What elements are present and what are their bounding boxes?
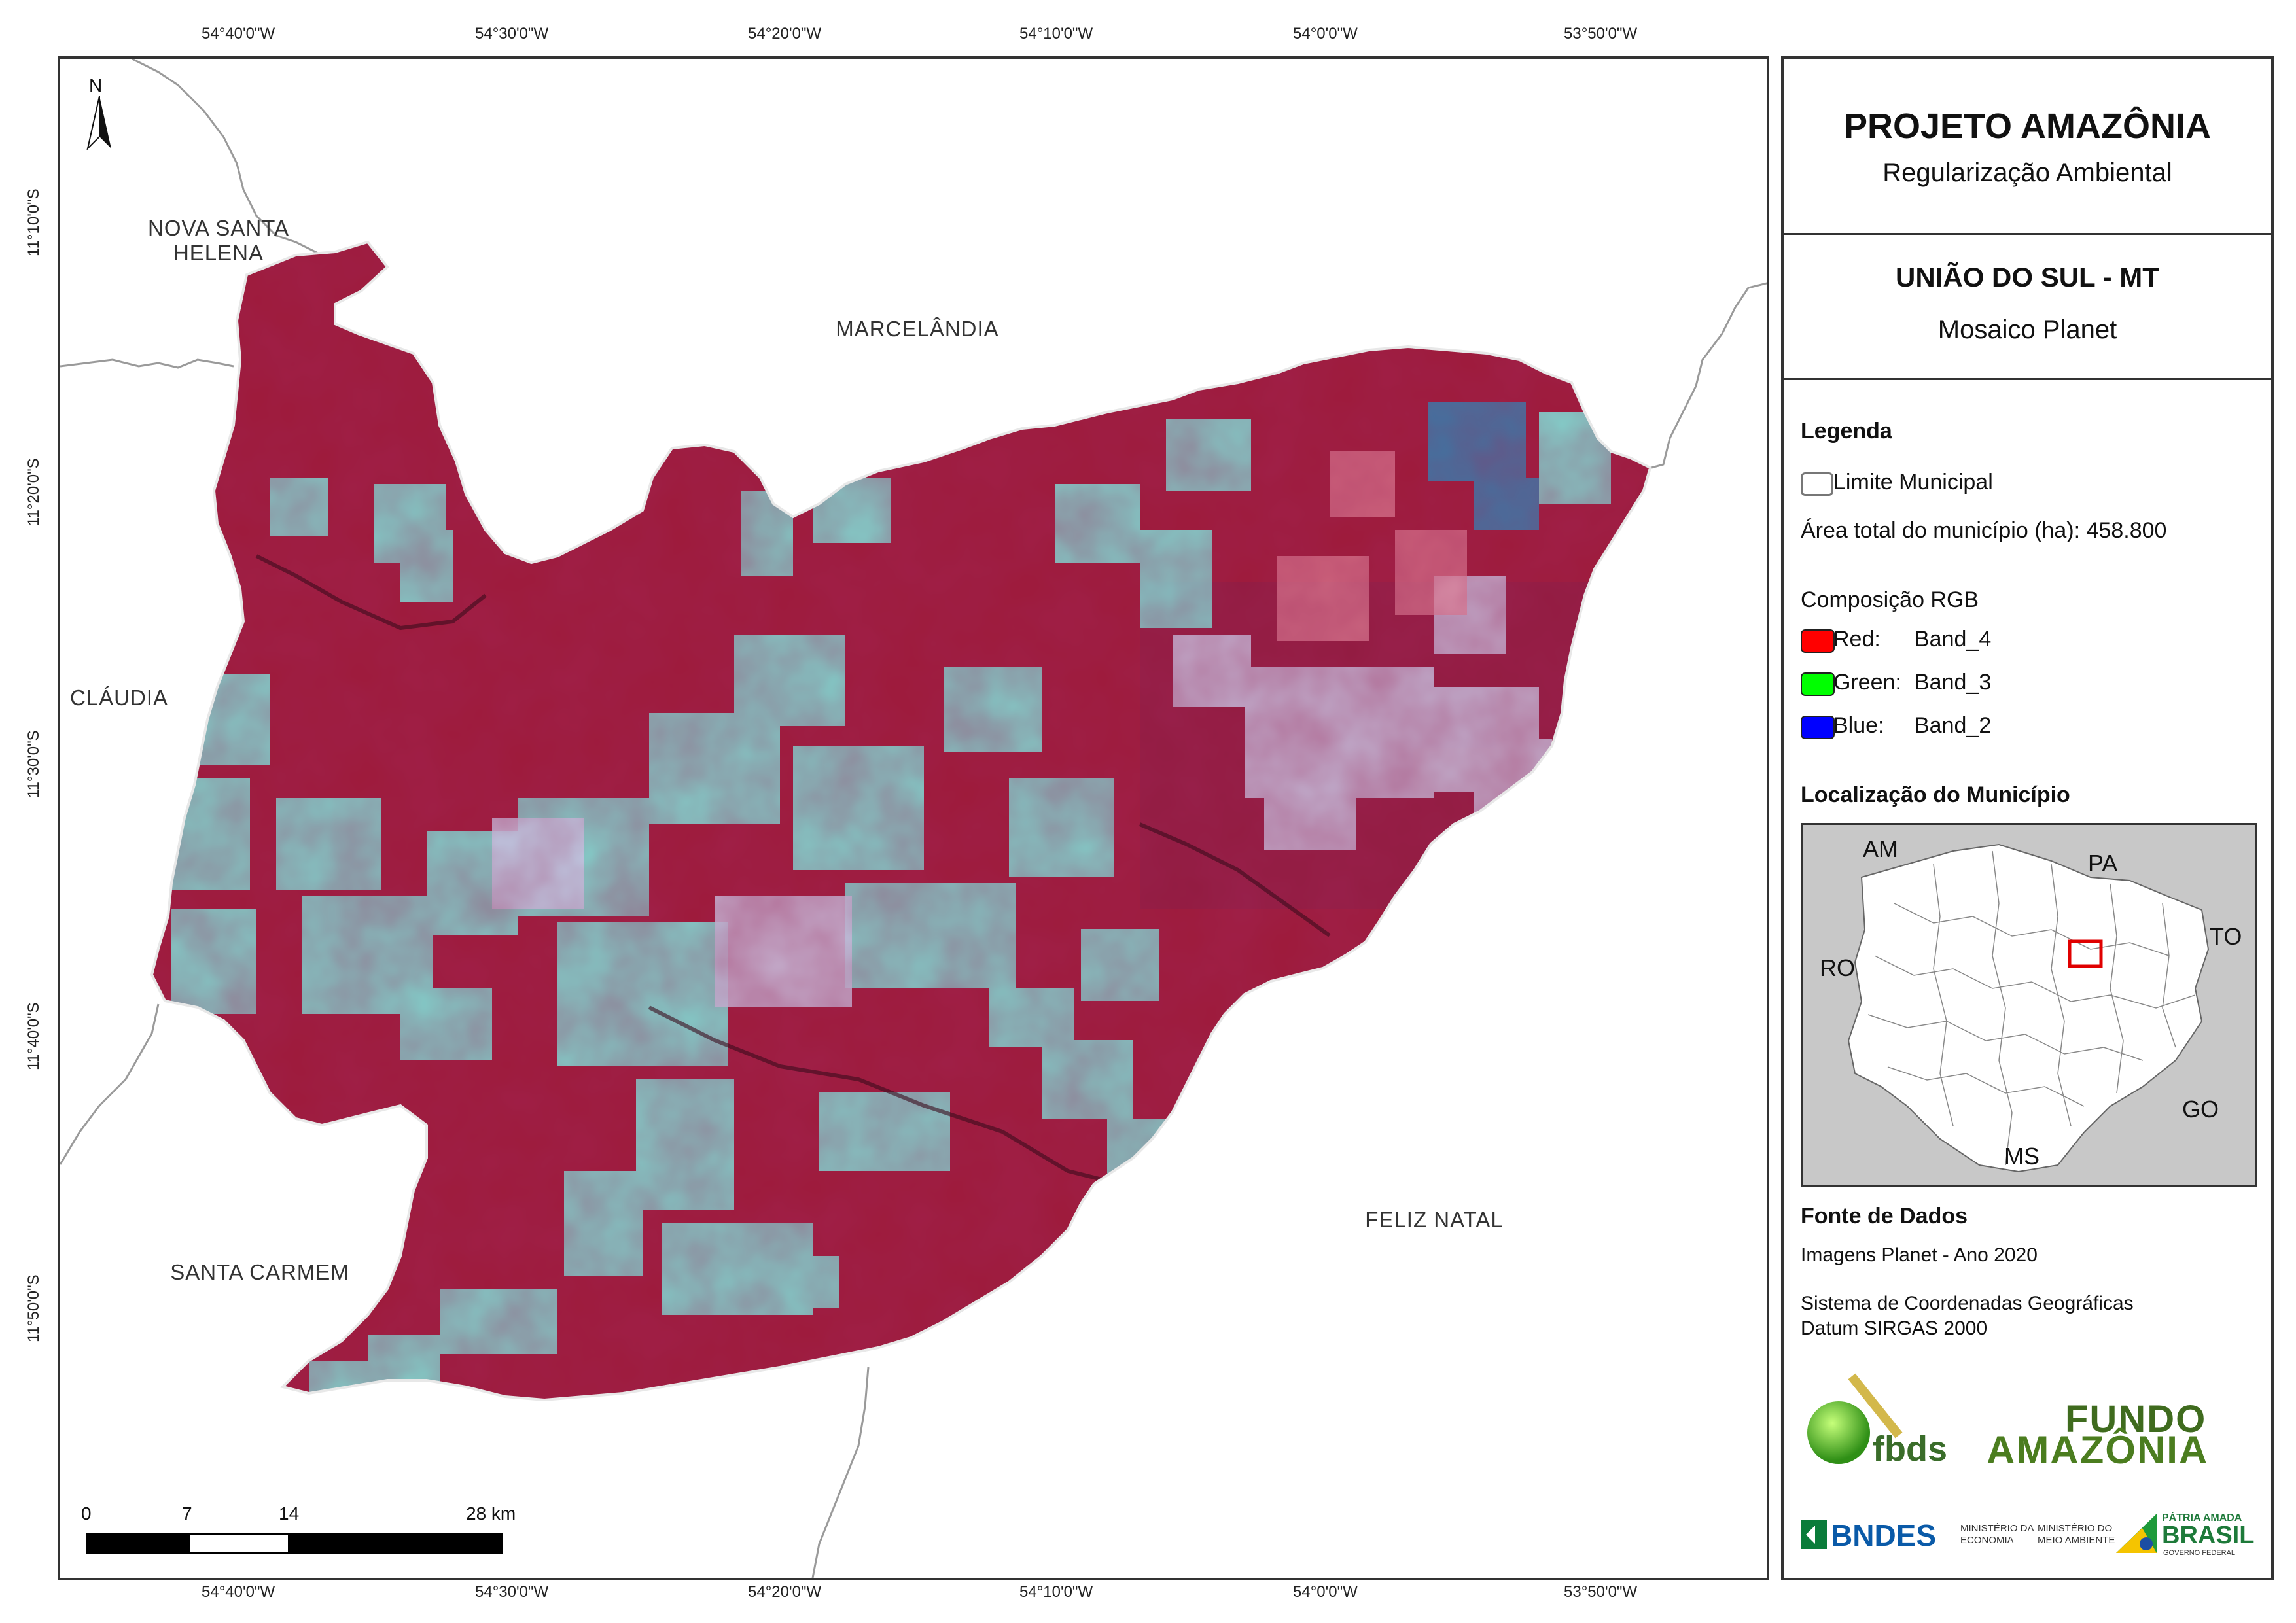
label-nova-santa-helena: NOVA SANTA HELENA	[148, 216, 289, 265]
scale-label-0: 0	[81, 1503, 92, 1524]
lon-label-top: 54°30'0"W	[475, 25, 549, 43]
satellite-map	[60, 59, 1767, 1578]
inset-label-go: GO	[2182, 1096, 2219, 1123]
lat-label-left: 11°50'0"S	[25, 1274, 43, 1342]
red-swatch	[1801, 629, 1835, 653]
lon-label-top: 54°40'0"W	[202, 25, 275, 43]
lat-label-left: 11°40'0"S	[25, 1002, 43, 1070]
label-marcelandia: MARCELÂNDIA	[836, 317, 999, 341]
scale-label-14: 14	[279, 1503, 300, 1524]
fundo-amazonia-logo: FUNDO AMAZÔNIA	[1980, 1397, 2255, 1472]
fbds-logo: fbds	[1801, 1370, 1958, 1469]
lon-label-bottom: 54°30'0"W	[475, 1583, 549, 1601]
project-title: PROJETO AMAZÔNIA	[1843, 107, 2212, 146]
lat-label-left: 11°30'0"S	[25, 730, 43, 798]
crs-line1: Sistema de Coordenadas Geográficas	[1801, 1293, 2134, 1314]
rgb-blue-band: Band_2	[1915, 713, 1992, 738]
lat-label-left: 11°10'0"S	[25, 188, 43, 256]
divider	[1784, 378, 2271, 380]
ministry-environment-logo: MINISTÉRIO DO MEIO AMBIENTE	[2038, 1523, 2115, 1546]
legend-heading: Legenda	[1801, 419, 1892, 444]
lat-label-left: 11°20'0"S	[25, 458, 43, 526]
location-heading: Localização do Município	[1801, 782, 2070, 807]
rgb-red-band: Band_4	[1915, 627, 1992, 652]
neighbor-boundary	[60, 1003, 160, 1165]
blue-swatch	[1801, 716, 1835, 739]
rgb-blue-channel: Blue:	[1833, 713, 1884, 738]
scale-bar-graphic	[86, 1533, 503, 1554]
bndes-logo: BNDES	[1801, 1518, 1945, 1557]
inset-label-am: AM	[1863, 835, 1898, 862]
lon-label-top: 54°20'0"W	[748, 25, 822, 43]
lon-label-top: 54°10'0"W	[1019, 25, 1093, 43]
sources-heading: Fonte de Dados	[1801, 1204, 1968, 1229]
rgb-green-channel: Green:	[1833, 670, 1901, 695]
project-subtitle: Regularização Ambiental	[1882, 158, 2172, 187]
map-frame[interactable]: N NOVA SANTA HELENA MARCELÂNDIA CLÁUDIA …	[58, 56, 1769, 1580]
brazil-flag-icon	[2116, 1514, 2157, 1553]
scale-label-28km: 28 km	[466, 1503, 516, 1524]
sources-images: Imagens Planet - Ano 2020	[1801, 1244, 2038, 1266]
fbds-logo-text: fbds	[1873, 1429, 1947, 1469]
label-claudia: CLÁUDIA	[69, 686, 169, 710]
inset-label-ms: MS	[2004, 1143, 2040, 1170]
lon-label-bottom: 53°50'0"W	[1564, 1583, 1638, 1601]
inset-label-to: TO	[2210, 923, 2242, 950]
inset-label-ro: RO	[1820, 954, 1855, 981]
lon-label-top: 53°50'0"W	[1564, 25, 1638, 43]
fbds-logo-icon	[1807, 1373, 1903, 1464]
patria-line2: BRASIL	[2162, 1522, 2255, 1549]
legend-panel: PROJETO AMAZÔNIA Regularização Ambiental…	[1781, 56, 2274, 1580]
mosaic-title: Mosaico Planet	[1937, 315, 2117, 344]
label-feliz-natal: FELIZ NATAL	[1365, 1208, 1504, 1232]
patria-line1: PÁTRIA AMADA	[2162, 1512, 2242, 1524]
scale-bar: 0 7 14 28 km	[81, 1503, 526, 1569]
bndes-logo-text: BNDES	[1831, 1518, 1937, 1552]
fundo-amazonia-line2: AMAZÔNIA	[1987, 1428, 2209, 1472]
lon-label-bottom: 54°10'0"W	[1019, 1583, 1093, 1601]
lon-label-bottom: 54°0'0"W	[1293, 1583, 1358, 1601]
bndes-logo-icon	[1801, 1520, 1827, 1549]
green-swatch	[1801, 672, 1835, 696]
rgb-red-channel: Red:	[1833, 627, 1881, 652]
municipality-title: UNIÃO DO SUL - MT	[1896, 262, 2159, 292]
rgb-heading: Composição RGB	[1801, 587, 1979, 612]
patria-amada-brasil-logo: PÁTRIA AMADA BRASIL GOVERNO FEDERAL	[2116, 1512, 2267, 1565]
neighbor-boundary	[132, 59, 323, 256]
patria-line3: GOVERNO FEDERAL	[2163, 1549, 2236, 1557]
lon-label-bottom: 54°40'0"W	[202, 1583, 275, 1601]
north-arrow-icon	[86, 96, 111, 151]
label-santa-carmem: SANTA CARMEM	[170, 1260, 349, 1284]
neighbor-boundary	[811, 1367, 870, 1578]
boundary-swatch	[1801, 472, 1833, 496]
fundo-amazonia-line1: FUNDO	[2065, 1398, 2207, 1440]
lon-label-top: 54°0'0"W	[1293, 25, 1358, 43]
ministry-economy-logo: MINISTÉRIO DA ECONOMIA	[1960, 1523, 2034, 1546]
divider	[1784, 233, 2271, 235]
location-marker	[2068, 939, 2103, 968]
rgb-green-band: Band_3	[1915, 670, 1992, 695]
location-inset-map: AM PA TO RO GO MS	[1801, 823, 2257, 1187]
inset-map-graphic	[1847, 843, 2210, 1173]
scale-label-7: 7	[182, 1503, 192, 1524]
north-arrow: N	[80, 75, 119, 154]
north-label: N	[89, 75, 103, 96]
neighbor-boundary	[1651, 282, 1767, 469]
neighbor-boundary	[60, 358, 234, 369]
lon-label-bottom: 54°20'0"W	[748, 1583, 822, 1601]
crs-line2: Datum SIRGAS 2000	[1801, 1318, 1988, 1339]
legend-area: Área total do município (ha): 458.800	[1801, 518, 2167, 543]
legend-boundary: Limite Municipal	[1833, 470, 1993, 495]
inset-label-pa: PA	[2088, 850, 2118, 877]
